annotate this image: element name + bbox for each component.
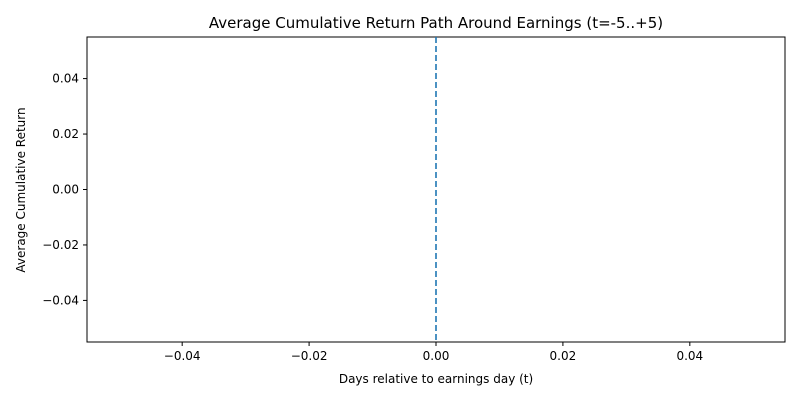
x-tick-label: 0.02 <box>550 349 577 363</box>
y-tick-label: 0.00 <box>52 183 79 197</box>
x-tick-label: −0.02 <box>291 349 328 363</box>
chart-title: Average Cumulative Return Path Around Ea… <box>209 14 663 32</box>
y-axis-label: Average Cumulative Return <box>14 107 28 272</box>
x-tick-label: 0.04 <box>676 349 703 363</box>
x-tick-label: −0.04 <box>164 349 201 363</box>
y-axis-ticks: 0.04 0.02 0.00 −0.02 −0.04 <box>42 72 87 307</box>
y-tick-label: 0.02 <box>52 127 79 141</box>
y-tick-label: −0.02 <box>42 238 79 252</box>
y-tick-label: −0.04 <box>42 293 79 307</box>
y-tick-label: 0.04 <box>52 72 79 86</box>
x-tick-label: 0.00 <box>423 349 450 363</box>
x-axis-ticks: −0.04 −0.02 0.00 0.02 0.04 <box>164 342 703 363</box>
x-axis-label: Days relative to earnings day (t) <box>339 372 533 386</box>
